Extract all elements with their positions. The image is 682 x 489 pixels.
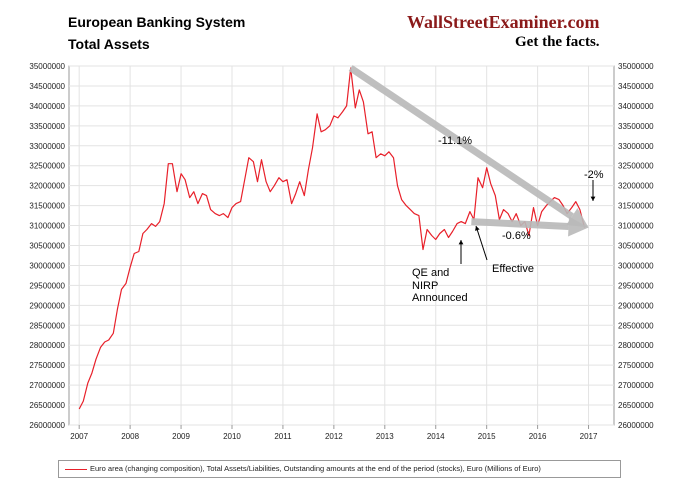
x-tick-label: 2017 [580, 432, 598, 441]
chart-title-line2: Total Assets [68, 36, 150, 52]
annotation-recent-label: -2% [584, 169, 604, 181]
y-tick-label-right: 30500000 [618, 242, 654, 251]
y-tick-label-left: 32500000 [29, 162, 65, 171]
y-tick-label-left: 29500000 [29, 281, 65, 290]
y-tick-label-left: 27000000 [29, 381, 65, 390]
y-tick-label-left: 35000000 [29, 62, 65, 71]
chart-legend: Euro area (changing composition), Total … [58, 460, 621, 478]
decline-trend-arrow [348, 65, 574, 220]
y-tick-label-right: 33000000 [618, 142, 654, 151]
brand-tagline: Get the facts. [515, 34, 600, 50]
chart-title-line1: European Banking System [68, 14, 246, 30]
y-tick-label-left: 31500000 [29, 202, 65, 211]
flat-trend-arrow-head [568, 216, 589, 237]
y-tick-label-right: 31000000 [618, 222, 654, 231]
y-tick-label-right: 28000000 [618, 341, 654, 350]
y-tick-label-left: 30000000 [29, 261, 65, 270]
y-tick-label-right: 34000000 [618, 102, 654, 111]
annotation-decline-label: -11.1% [438, 135, 472, 147]
y-tick-label-right: 33500000 [618, 122, 654, 131]
annotation-effective-label: Effective [492, 263, 534, 275]
flat-trend-arrow [471, 218, 569, 231]
y-tick-label-left: 33000000 [29, 142, 65, 151]
y-tick-label-left: 32000000 [29, 182, 65, 191]
legend-label: Euro area (changing composition), Total … [90, 464, 541, 473]
x-tick-label: 2007 [70, 432, 88, 441]
y-tick-label-right: 34500000 [618, 82, 654, 91]
y-tick-label-right: 32000000 [618, 182, 654, 191]
effective-pointer-arrow [475, 225, 488, 261]
y-tick-label-right: 29000000 [618, 301, 654, 310]
x-tick-label: 2012 [325, 432, 343, 441]
x-tick-label: 2011 [274, 432, 292, 441]
y-tick-label-left: 31000000 [29, 222, 65, 231]
y-tick-label-right: 30000000 [618, 261, 654, 270]
y-tick-label-right: 35000000 [618, 62, 654, 71]
annotation-qe-line1: QE and [412, 267, 449, 279]
x-tick-label: 2014 [427, 432, 445, 441]
y-tick-label-left: 28500000 [29, 321, 65, 330]
annotation-qe-line2: NIRP [412, 280, 438, 292]
x-tick-label: 2008 [121, 432, 139, 441]
x-tick-label: 2009 [172, 432, 190, 441]
y-tick-label-right: 26500000 [618, 401, 654, 410]
y-tick-label-left: 34500000 [29, 82, 65, 91]
y-tick-label-right: 32500000 [618, 162, 654, 171]
y-tick-label-right: 27500000 [618, 361, 654, 370]
y-tick-label-right: 31500000 [618, 202, 654, 211]
x-tick-label: 2015 [478, 432, 496, 441]
x-tick-label: 2016 [529, 432, 547, 441]
y-tick-label-left: 29000000 [29, 301, 65, 310]
y-tick-label-left: 34000000 [29, 102, 65, 111]
effective-pointer-arrow-head [475, 226, 480, 231]
series-line-total-assets [78, 67, 586, 410]
y-tick-label-right: 29500000 [618, 281, 654, 290]
y-tick-label-left: 26000000 [29, 421, 65, 430]
x-tick-label: 2010 [223, 432, 241, 441]
annotation-qe-line3: Announced [412, 292, 468, 304]
y-tick-label-right: 26000000 [618, 421, 654, 430]
annotation-flat-label: -0.6% [502, 230, 531, 242]
legend-swatch [65, 469, 87, 470]
y-tick-label-left: 33500000 [29, 122, 65, 131]
y-tick-label-left: 28000000 [29, 341, 65, 350]
qe-pointer-arrow-head [458, 240, 464, 245]
y-tick-label-left: 30500000 [29, 242, 65, 251]
y-tick-label-right: 27000000 [618, 381, 654, 390]
x-tick-label: 2013 [376, 432, 394, 441]
brand-name: WallStreetExaminer.com [407, 12, 600, 32]
y-tick-label-right: 28500000 [618, 321, 654, 330]
y-tick-label-left: 26500000 [29, 401, 65, 410]
y-tick-label-left: 27500000 [29, 361, 65, 370]
recent-pointer-arrow-head [590, 196, 596, 201]
